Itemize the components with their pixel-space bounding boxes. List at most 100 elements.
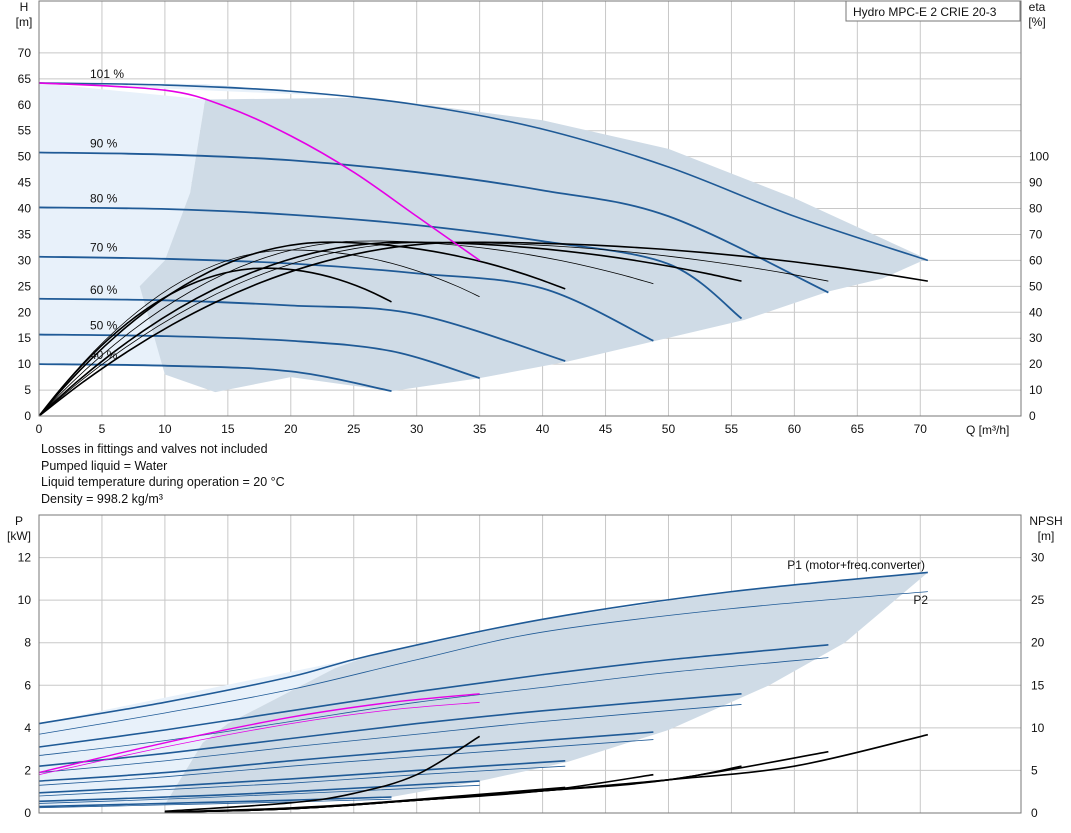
title-box <box>845 0 1021 22</box>
y-tick-label: 30 <box>18 253 32 267</box>
npsh-axis-unit: [m] <box>1038 529 1055 543</box>
x-tick-label: 20 <box>284 422 298 436</box>
qh-curve-90 <box>38 151 829 294</box>
eta-axis-title: eta <box>1029 0 1046 14</box>
y-tick-label: 55 <box>18 124 32 138</box>
p2-curve <box>38 765 566 797</box>
p-tick-label: 2 <box>24 763 31 777</box>
eta-tick-label: 30 <box>1029 331 1043 345</box>
x-tick-label: 5 <box>99 422 106 436</box>
x-tick-label: 35 <box>473 422 487 436</box>
pump-limit-p2 <box>38 701 480 776</box>
y-axis-title: H <box>20 0 29 14</box>
y-tick-label: 65 <box>18 72 32 86</box>
p-tick-label: 4 <box>24 721 31 735</box>
qh-curve-101 <box>38 82 929 262</box>
eta-tick-label: 0 <box>1029 409 1036 423</box>
legend-p2: P2 <box>913 593 928 607</box>
npsh-tick-label: 20 <box>1031 636 1045 650</box>
p-axis-title: P <box>15 514 23 528</box>
eta-tick-label: 40 <box>1029 305 1043 319</box>
p1-curve <box>38 780 480 803</box>
x-tick-label: 25 <box>347 422 361 436</box>
npsh-tick-label: 30 <box>1031 551 1045 565</box>
npsh-curve <box>164 735 481 813</box>
power-npsh-chart: 0 2 4 6 8 10 12 0 5 10 15 20 25 30 P[kW] NPSH[m] P1 (mot… <box>7 514 1063 820</box>
p-tick-label: 10 <box>18 593 32 607</box>
notes-block: Losses in fittings and valves not includ… <box>41 441 285 508</box>
speed-label-101: 101 % <box>90 67 124 81</box>
p1-curve <box>38 644 829 748</box>
speed-label-60: 60 % <box>90 283 118 297</box>
x-tick-label: 10 <box>158 422 172 436</box>
efficiency-curve <box>38 241 829 417</box>
x-tick-label: 40 <box>536 422 550 436</box>
p-tick-label: 8 <box>24 636 31 650</box>
speed-label-70: 70 % <box>90 241 118 255</box>
y-tick-label: 70 <box>18 46 32 60</box>
x-tick-label: 30 <box>410 422 424 436</box>
efficiency-curve <box>38 267 392 417</box>
p-tick-label: 12 <box>18 551 32 565</box>
y-tick-label: 50 <box>18 150 32 164</box>
p2-curve <box>38 784 480 804</box>
x-tick-label: 45 <box>599 422 613 436</box>
y-tick-label: 40 <box>18 202 32 216</box>
eta-tick-label: 100 <box>1029 150 1049 164</box>
p1-curve <box>38 571 928 725</box>
note-temperature: Liquid temperature during operation = 20… <box>41 475 285 490</box>
npsh-tick-label: 25 <box>1031 593 1045 607</box>
p1-curve <box>38 693 742 767</box>
y-tick-label: 10 <box>18 357 32 371</box>
y-axis-unit: [m] <box>16 15 33 29</box>
x-tick-label: 65 <box>851 422 865 436</box>
p1-curve <box>38 796 392 808</box>
p-tick-label: 6 <box>24 678 31 692</box>
efficiency-curve <box>38 241 742 417</box>
eta-tick-label: 90 <box>1029 176 1043 190</box>
speed-label-50: 50 % <box>90 319 118 333</box>
eta-tick-label: 10 <box>1029 383 1043 397</box>
p2-curve <box>38 798 392 809</box>
p2-curve <box>38 657 829 756</box>
plot-frame <box>38 0 1022 417</box>
y-tick-label: 15 <box>18 331 32 345</box>
y-tick-label: 5 <box>24 383 31 397</box>
p-tick-label: 0 <box>24 806 31 820</box>
speed-label-90: 90 % <box>90 136 118 150</box>
x-tick-label: 70 <box>914 422 928 436</box>
eta-tick-label: 70 <box>1029 227 1043 241</box>
npsh-tick-label: 15 <box>1031 678 1045 692</box>
pump-limit-curve <box>38 82 481 262</box>
y-tick-label: 25 <box>18 279 32 293</box>
x-tick-label: 60 <box>788 422 802 436</box>
efficiency-curve <box>38 241 566 417</box>
x-axis-title: Q [m³/h] <box>966 423 1009 437</box>
y-tick-label: 0 <box>24 409 31 423</box>
speed-label-40: 40 % <box>90 348 118 362</box>
npsh-tick-label: 0 <box>1031 806 1038 820</box>
qh-curve-80 <box>38 206 743 320</box>
y-tick-label: 60 <box>18 98 32 112</box>
p1-curve <box>38 760 566 794</box>
eta-axis-unit: [%] <box>1028 15 1045 29</box>
p2-curve <box>38 739 654 786</box>
p-axis-unit: [kW] <box>7 529 31 543</box>
eta-tick-label: 80 <box>1029 202 1043 216</box>
y-tick-label: 45 <box>18 176 32 190</box>
efficiency-curve <box>38 240 654 417</box>
note-losses: Losses in fittings and valves not includ… <box>41 442 268 456</box>
x-tick-label: 0 <box>36 422 43 436</box>
operating-envelope <box>164 572 928 805</box>
chart-title: Hydro MPC-E 2 CRIE 20-3 <box>853 5 997 19</box>
eta-tick-label: 50 <box>1029 279 1043 293</box>
legend-p1: P1 (motor+freq.converter) <box>787 558 925 572</box>
x-tick-label: 55 <box>725 422 739 436</box>
npsh-axis-title: NPSH <box>1029 514 1062 528</box>
npsh-curve <box>164 733 929 813</box>
plot-frame <box>38 514 1022 814</box>
qh-curve-60 <box>38 297 566 362</box>
qh-curve-40 <box>38 363 392 392</box>
efficiency-curve <box>38 241 928 417</box>
